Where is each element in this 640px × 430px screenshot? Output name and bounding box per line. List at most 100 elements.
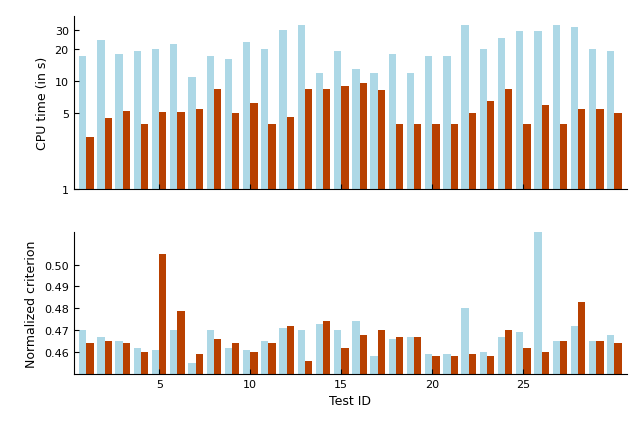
Bar — [79, 57, 86, 430]
Bar — [552, 26, 560, 430]
Bar — [407, 337, 414, 430]
Bar — [614, 344, 621, 430]
Bar — [115, 341, 123, 430]
Bar — [524, 348, 531, 430]
Bar — [134, 52, 141, 430]
Bar — [516, 333, 524, 430]
Bar — [388, 55, 396, 430]
Bar — [334, 52, 341, 430]
Bar — [444, 57, 451, 430]
Bar — [280, 328, 287, 430]
Bar — [498, 337, 505, 430]
Bar — [560, 125, 567, 430]
Bar — [541, 106, 549, 430]
Bar — [516, 32, 524, 430]
Bar — [407, 74, 414, 430]
Bar — [97, 337, 104, 430]
Bar — [596, 110, 604, 430]
Bar — [461, 309, 468, 430]
Bar — [261, 49, 268, 430]
Bar — [207, 330, 214, 430]
Bar — [498, 39, 505, 430]
Bar — [232, 114, 239, 430]
Bar — [250, 352, 257, 430]
Bar — [159, 112, 166, 430]
Y-axis label: CPU time (in s): CPU time (in s) — [36, 57, 49, 150]
Bar — [607, 335, 614, 430]
Bar — [334, 330, 341, 430]
Bar — [578, 302, 586, 430]
Bar — [287, 118, 294, 430]
Bar — [305, 89, 312, 430]
Bar — [188, 77, 196, 430]
Bar — [316, 74, 323, 430]
Bar — [123, 344, 130, 430]
Bar — [177, 311, 185, 430]
Bar — [316, 324, 323, 430]
Bar — [123, 111, 130, 430]
Bar — [487, 356, 494, 430]
Bar — [607, 52, 614, 430]
Bar — [571, 326, 578, 430]
Bar — [534, 32, 541, 430]
Bar — [305, 361, 312, 430]
Bar — [323, 89, 330, 430]
Bar — [134, 348, 141, 430]
Bar — [552, 341, 560, 430]
Bar — [177, 113, 185, 430]
Bar — [287, 326, 294, 430]
Bar — [378, 91, 385, 430]
Bar — [360, 335, 367, 430]
Bar — [79, 330, 86, 430]
Bar — [115, 55, 123, 430]
Bar — [170, 45, 177, 430]
Bar — [243, 350, 250, 430]
Bar — [388, 339, 396, 430]
Bar — [578, 110, 586, 430]
Bar — [86, 138, 93, 430]
Bar — [250, 103, 257, 430]
Bar — [560, 341, 567, 430]
Bar — [207, 57, 214, 430]
Bar — [444, 354, 451, 430]
Y-axis label: Normalized criterion: Normalized criterion — [26, 240, 38, 367]
Bar — [298, 330, 305, 430]
Bar — [170, 330, 177, 430]
Bar — [378, 330, 385, 430]
Bar — [141, 352, 148, 430]
Bar — [341, 348, 349, 430]
Bar — [571, 28, 578, 430]
Bar — [214, 89, 221, 430]
Bar — [280, 31, 287, 430]
Bar — [505, 89, 513, 430]
Bar — [614, 114, 621, 430]
Bar — [268, 125, 276, 430]
Bar — [104, 119, 112, 430]
Bar — [261, 341, 268, 430]
Bar — [487, 102, 494, 430]
Bar — [433, 356, 440, 430]
Bar — [425, 57, 433, 430]
Bar — [152, 49, 159, 430]
Bar — [97, 41, 104, 430]
Bar — [341, 87, 349, 430]
Bar — [468, 114, 476, 430]
Bar — [414, 125, 421, 430]
Bar — [141, 125, 148, 430]
Bar — [152, 350, 159, 430]
Bar — [425, 354, 433, 430]
Bar — [396, 125, 403, 430]
Bar — [371, 356, 378, 430]
Bar — [414, 337, 421, 430]
Bar — [371, 74, 378, 430]
Bar — [232, 344, 239, 430]
Bar — [352, 322, 360, 430]
Bar — [360, 84, 367, 430]
Bar — [214, 339, 221, 430]
Bar — [396, 337, 403, 430]
Bar — [589, 49, 596, 430]
Bar — [468, 354, 476, 430]
Bar — [461, 26, 468, 430]
Bar — [86, 344, 93, 430]
Bar — [451, 125, 458, 430]
